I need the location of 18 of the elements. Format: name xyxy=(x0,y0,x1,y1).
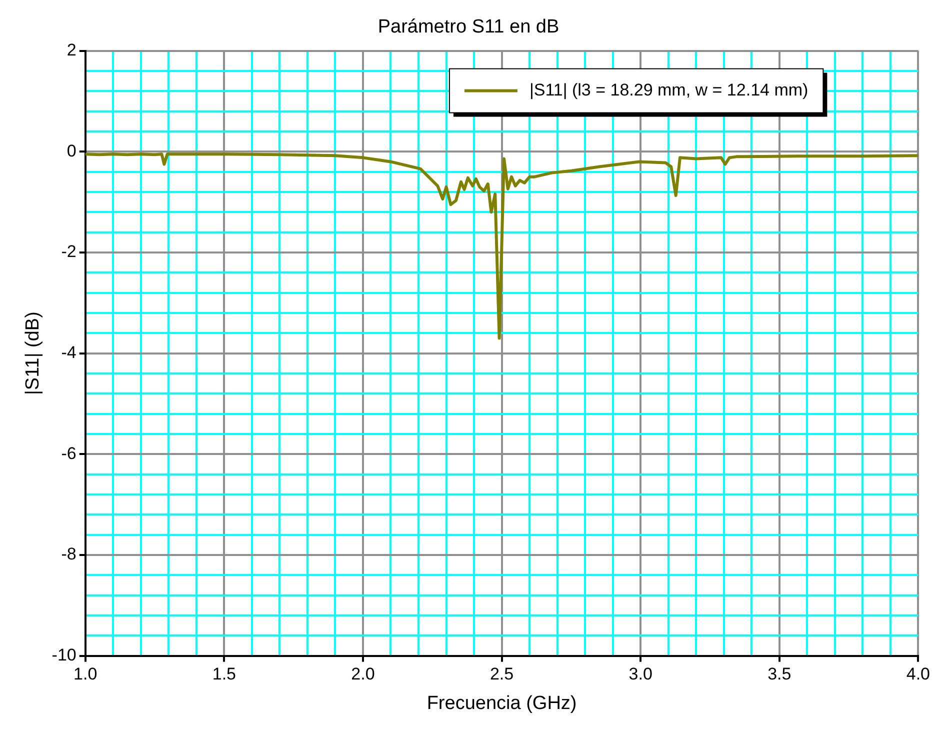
y-tick-label: -10 xyxy=(52,645,76,664)
legend-label: |S11| (l3 = 18.29 mm, w = 12.14 mm) xyxy=(529,80,808,100)
y-tick-label: 2 xyxy=(66,40,76,60)
x-tick-label: 4.0 xyxy=(906,664,930,684)
y-axis-title: |S11| (dB) xyxy=(22,312,44,396)
x-tick-label: 1.0 xyxy=(74,664,98,684)
y-tick-label: -2 xyxy=(61,242,76,262)
y-tick-label: -6 xyxy=(61,444,76,463)
y-tick-label: 0 xyxy=(66,141,76,160)
x-tick-label: 3.5 xyxy=(768,664,792,684)
y-tick-label: -4 xyxy=(61,342,76,362)
x-tick-label: 2.5 xyxy=(490,664,514,684)
x-tick-label: 3.0 xyxy=(628,664,652,684)
chart-title: Parámetro S11 en dB xyxy=(378,16,560,38)
x-tick-label: 2.0 xyxy=(351,664,375,684)
x-axis-title: Frecuencia (GHz) xyxy=(426,692,577,714)
y-tick-label: -8 xyxy=(61,544,76,564)
x-tick-label: 1.5 xyxy=(212,664,236,684)
